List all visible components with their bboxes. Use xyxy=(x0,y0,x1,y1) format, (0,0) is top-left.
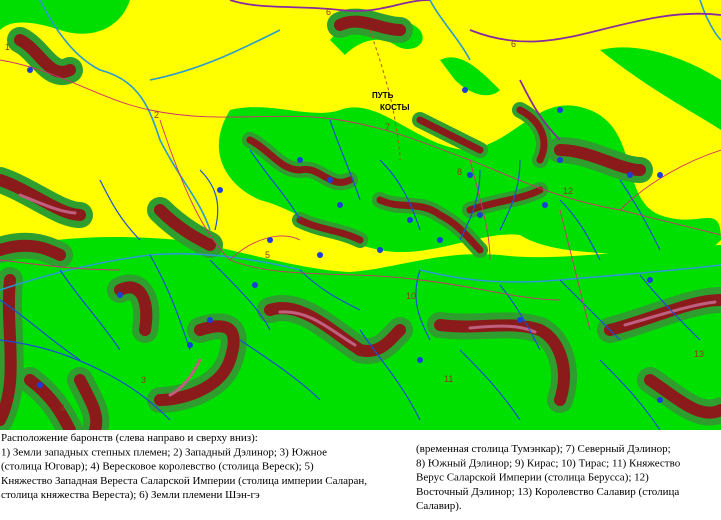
legend-line: Расположение баронств (слева направо и с… xyxy=(1,432,258,444)
legend-line: Салавир). xyxy=(416,500,462,512)
region-number: 12 xyxy=(563,186,573,196)
map xyxy=(0,0,721,443)
region-number: 5 xyxy=(265,250,270,260)
region-number: 13 xyxy=(694,349,704,359)
legend-line: (временная столица Тумэнкар); 7) Северны… xyxy=(416,443,671,455)
legend-line: Княжество Западная Вереста Саларской Имп… xyxy=(1,475,367,487)
region-number: 7 xyxy=(385,122,390,132)
region-number: 2 xyxy=(154,110,159,120)
legend-line: 8) Южный Дэлинор; 9) Кирас; 10) Тирас; 1… xyxy=(416,457,681,469)
region-number: 10 xyxy=(406,291,416,301)
region-number: 6 xyxy=(326,7,331,17)
region-number: 11 xyxy=(444,374,453,384)
legend-line: Верус Саларской Империи (столица Берусса… xyxy=(416,472,649,484)
path-label: КОСТЫ xyxy=(380,103,410,112)
region-number: 1 xyxy=(5,42,10,52)
region-number: 3 xyxy=(141,375,146,385)
legend-line: столица княжества Вереста); 6) Земли пле… xyxy=(1,489,260,501)
region-number: 8 xyxy=(457,167,462,177)
path-label: ПУТЬ xyxy=(372,91,394,100)
region-number: 4 xyxy=(60,403,65,413)
region-number: 6 xyxy=(511,39,516,49)
legend-line: Восточный Дэлинор; 13) Королевство Салав… xyxy=(416,486,679,498)
legend-line: 1) Земли западных степных племен; 2) Зап… xyxy=(1,446,327,458)
legend-panel xyxy=(0,430,721,520)
legend-line: (столица Юговар); 4) Вересковое королевс… xyxy=(1,461,314,473)
